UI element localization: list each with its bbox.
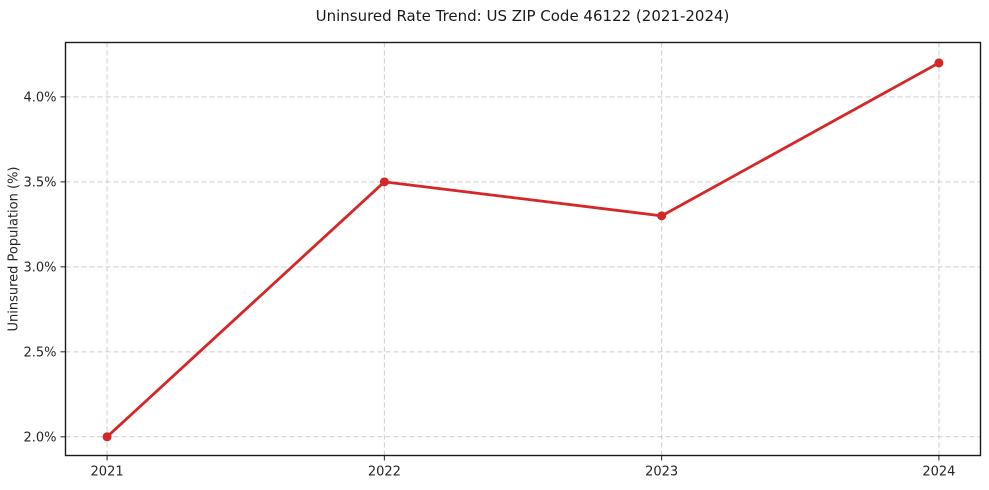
chart-title: Uninsured Rate Trend: US ZIP Code 46122 … xyxy=(315,7,730,25)
y-tick-label: 2.5% xyxy=(23,345,56,360)
y-tick-label: 3.0% xyxy=(23,260,56,275)
data-point xyxy=(102,432,112,442)
data-point xyxy=(934,58,944,68)
plot-border xyxy=(64,41,982,457)
data-point xyxy=(657,211,667,221)
y-tick-label: 4.0% xyxy=(23,90,56,105)
data-point xyxy=(379,177,389,187)
y-tick-label: 3.5% xyxy=(23,175,56,190)
x-tick-label: 2021 xyxy=(91,465,124,480)
trend-line xyxy=(105,61,941,439)
y-tick-label: 2.0% xyxy=(23,430,56,445)
x-tick-label: 2022 xyxy=(368,465,401,480)
x-tick-label: 2024 xyxy=(922,465,955,480)
x-tick-label: 2023 xyxy=(645,465,678,480)
